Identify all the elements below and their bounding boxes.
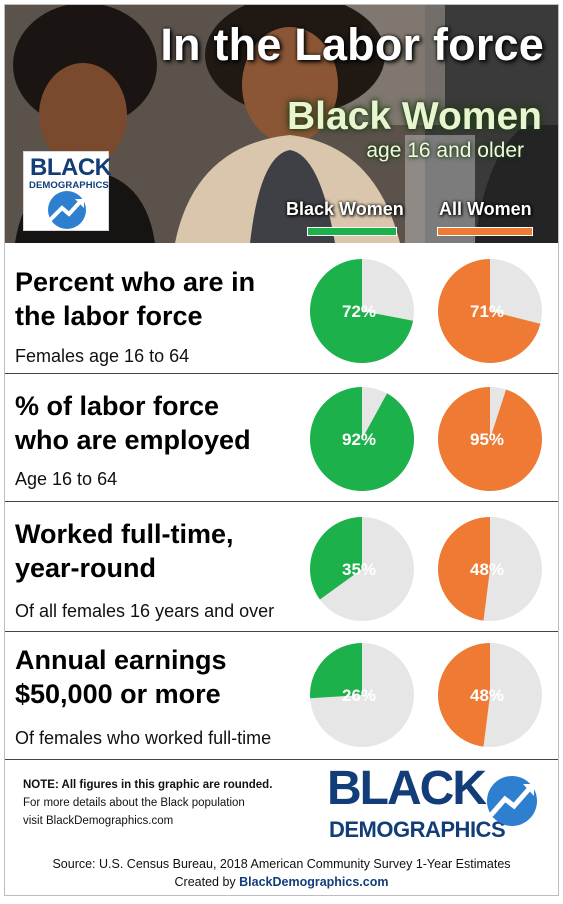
- credit-prefix: Created by: [174, 875, 240, 889]
- credit-site: BlackDemographics.com: [239, 875, 389, 889]
- panel-subtitle: Of females who worked full-time: [15, 728, 272, 748]
- pie-value-slice: [437, 643, 490, 747]
- pie-black-women: 26%: [309, 643, 414, 747]
- pie-black-women: 72%: [310, 259, 414, 363]
- panel-title: % of labor force who are employed: [15, 389, 251, 457]
- credit-text: Created by BlackDemographics.com: [5, 875, 558, 889]
- pie-value-slice: [437, 517, 490, 621]
- page-subtitle: Black Women: [286, 95, 542, 138]
- pie-all-women: 48%: [437, 517, 542, 621]
- logo-main-line1: BLACK: [327, 762, 487, 815]
- panel-title-line1: Worked full-time,: [15, 519, 234, 549]
- pie-black-women: 92%: [310, 387, 415, 491]
- legend-swatch-all-women: [437, 227, 533, 236]
- logo-badge-line2: DEMOGRAPHICS: [29, 180, 109, 191]
- chart-panel: % of labor force who are employed Age 16 t…: [5, 373, 558, 502]
- legend-label-black-women: Black Women: [286, 199, 404, 219]
- pie-all-women: 71%: [438, 259, 542, 363]
- footer-note: NOTE: All figures in this graphic are ro…: [23, 779, 273, 791]
- trend-arrow-icon: [487, 776, 537, 826]
- pie-all-women: 48%: [437, 643, 542, 747]
- logo-badge-line1: BLACK: [30, 154, 112, 181]
- pie-data-label: 48%: [470, 686, 504, 705]
- pie-value-slice: [310, 517, 362, 600]
- source-text: Source: U.S. Census Bureau, 2018 America…: [52, 857, 511, 871]
- chart-panel: Percent who are in the labor force Females…: [5, 243, 558, 374]
- pie-black-women: 35%: [310, 517, 414, 621]
- header-banner: In the Labor force Black Women age 16 an…: [5, 5, 558, 243]
- pie-data-label: 95%: [470, 430, 504, 449]
- page-title: In the Labor force: [160, 19, 544, 70]
- chart-panel: Worked full-time, year-round Of all female…: [5, 501, 558, 632]
- pie-value-slice: [437, 387, 542, 491]
- pie-data-label: 26%: [342, 686, 376, 705]
- panel-subtitle: Of all females 16 years and over: [15, 601, 275, 621]
- panel-title-line2: the labor force: [15, 301, 203, 331]
- logo-badge: BLACK DEMOGRAPHICS: [23, 151, 112, 231]
- pie-data-label: 92%: [342, 430, 376, 449]
- panel-title-line2: $50,000 or more: [15, 679, 221, 709]
- pie-data-label: 48%: [470, 560, 504, 579]
- panel-title-line1: Percent who are in: [15, 267, 256, 297]
- pie-all-women: 95%: [437, 387, 542, 491]
- panel-subtitle: Age 16 to 64: [15, 469, 118, 489]
- pie-data-label: 72%: [342, 302, 376, 321]
- pie-value-slice: [310, 259, 414, 363]
- chart-panel: Annual earnings $50,000 or more Of females…: [5, 631, 558, 760]
- pie-value-slice: [310, 387, 415, 491]
- pie-value-slice: [309, 643, 362, 699]
- footer-note-line2: For more details about the Black populat…: [23, 797, 245, 809]
- panel-title: Worked full-time, year-round: [15, 517, 234, 585]
- pie-data-label: 35%: [342, 560, 376, 579]
- footer-note-line3: visit BlackDemographics.com: [23, 815, 174, 827]
- page-subtitle-age: age 16 and older: [366, 139, 524, 162]
- logo-main-line2: DEMOGRAPHICS: [329, 817, 506, 842]
- panel-title-line2: year-round: [15, 553, 157, 583]
- trend-arrow-icon: [48, 191, 86, 229]
- legend-swatch-black-women: [307, 227, 397, 236]
- legend-label-all-women: All Women: [439, 199, 532, 219]
- panel-title-line1: Annual earnings: [15, 645, 227, 675]
- panel-title: Percent who are in the labor force: [15, 265, 255, 333]
- pie-value-slice: [438, 259, 541, 363]
- pie-data-label: 71%: [470, 302, 504, 321]
- logo-main: BLACK DEMOGRAPHICS: [323, 762, 543, 845]
- panel-title-line1: % of labor force: [15, 391, 220, 421]
- panel-title: Annual earnings $50,000 or more: [15, 643, 227, 711]
- panel-title-line2: who are employed: [15, 425, 251, 455]
- infographic: In the Labor force Black Women age 16 an…: [4, 4, 559, 896]
- panel-subtitle: Females age 16 to 64: [15, 346, 190, 366]
